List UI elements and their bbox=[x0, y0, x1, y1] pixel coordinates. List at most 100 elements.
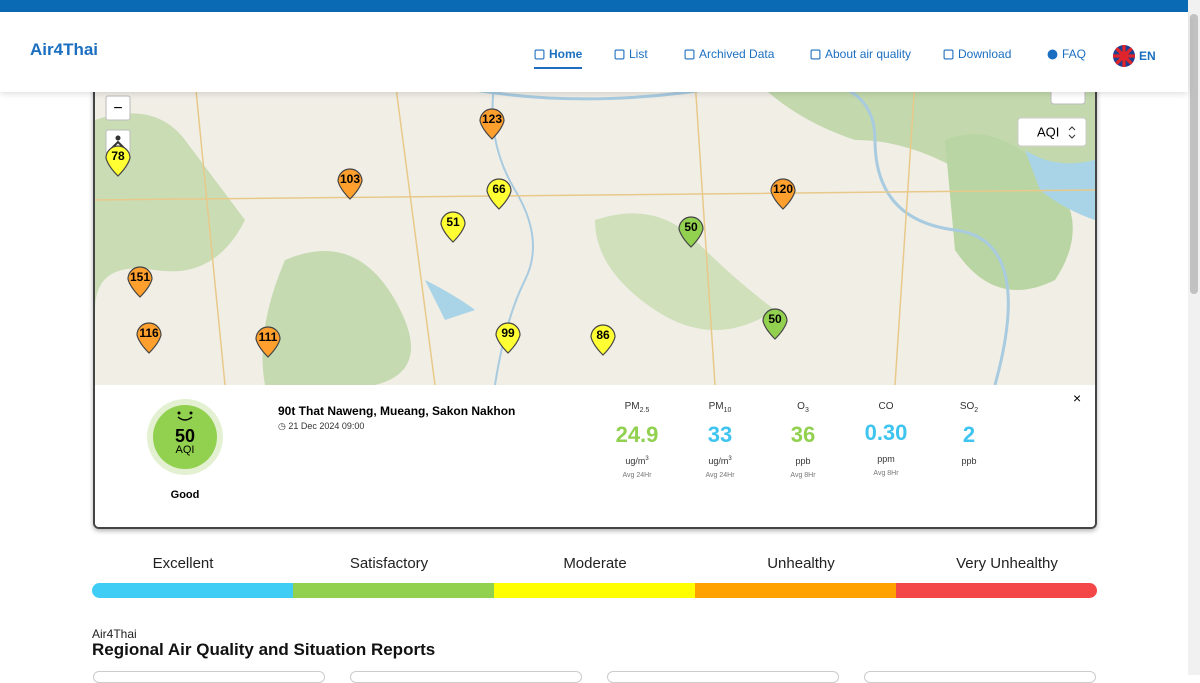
marker-label: 86 bbox=[596, 328, 610, 342]
nav-label: List bbox=[629, 47, 648, 61]
icon-shape bbox=[534, 49, 545, 59]
legend-label: Excellent bbox=[152, 555, 214, 572]
pollutant-name: PM2.5 bbox=[597, 401, 677, 414]
aqi-label: AQI bbox=[175, 444, 195, 456]
marker-pin bbox=[136, 322, 162, 354]
marker-pin bbox=[486, 178, 512, 210]
marker-pin bbox=[762, 308, 788, 340]
legend-bar bbox=[896, 583, 1097, 598]
name-sub: 10 bbox=[723, 407, 732, 414]
icon-shape bbox=[684, 49, 695, 59]
report-card[interactable] bbox=[607, 671, 839, 683]
pollutant-avg: Avg 8Hr bbox=[873, 470, 899, 477]
map[interactable]: − AQI 78 103 123 66 51 120 50 151 116 111 99 86 50 bbox=[95, 80, 1095, 385]
icon-shape bbox=[943, 49, 954, 59]
marker-label: 50 bbox=[684, 220, 698, 234]
pollutant: O3 36 ppb Avg 8Hr bbox=[763, 401, 843, 479]
zoom-out[interactable]: − bbox=[113, 100, 122, 117]
header: Air4Thai Home List Archived Data About air … bbox=[0, 12, 1188, 92]
top-bar bbox=[0, 0, 1188, 12]
marker-pin bbox=[495, 322, 521, 354]
nav-label: Download bbox=[958, 47, 1012, 61]
marker-pin bbox=[255, 326, 281, 358]
station-datetime: ◷ 21 Dec 2024 09:00 bbox=[278, 421, 365, 431]
nav-icon bbox=[534, 49, 545, 59]
name-text: SO bbox=[959, 401, 975, 412]
marker-label: 111 bbox=[259, 330, 278, 344]
aqi-marker[interactable]: 78 bbox=[105, 145, 131, 177]
close-button[interactable]: × bbox=[1073, 390, 1082, 406]
marker-pin bbox=[440, 211, 466, 243]
layer-select[interactable]: AQI bbox=[1037, 124, 1059, 139]
nav-label: Archived Data bbox=[699, 47, 775, 61]
name-text: CO bbox=[878, 401, 894, 412]
scrollbar[interactable] bbox=[1188, 0, 1200, 675]
pollutant-unit: ug/m3 bbox=[680, 456, 760, 466]
nav-item[interactable]: Download bbox=[943, 47, 1011, 61]
nav-item[interactable]: List bbox=[614, 47, 648, 61]
pollutant-unit: ppb bbox=[929, 456, 1009, 466]
legend-label: Satisfactory bbox=[349, 555, 429, 572]
pollutant: PM10 33 ug/m3 Avg 24Hr bbox=[680, 401, 760, 479]
marker-label: 51 bbox=[446, 215, 460, 229]
legend-label: Unhealthy bbox=[767, 555, 835, 572]
icon-shape bbox=[1047, 49, 1058, 59]
marker-pin bbox=[337, 168, 363, 200]
unit-text: ug/m bbox=[708, 456, 729, 466]
marker-label: 78 bbox=[111, 149, 125, 163]
aqi-marker[interactable]: 99 bbox=[495, 322, 521, 354]
pollutant-unit: ppm bbox=[846, 454, 926, 464]
aqi-marker[interactable]: 86 bbox=[590, 324, 616, 356]
marker-label: 99 bbox=[501, 326, 515, 340]
language[interactable]: EN bbox=[1113, 45, 1156, 67]
nav-icon bbox=[614, 49, 625, 59]
aqi-marker[interactable]: 111 bbox=[255, 326, 281, 358]
nav-item[interactable]: Home bbox=[534, 47, 583, 69]
aqi-marker[interactable]: 51 bbox=[440, 211, 466, 243]
name-sub: 2 bbox=[974, 407, 979, 414]
legend-bar bbox=[293, 583, 494, 598]
aqi-marker[interactable]: 50 bbox=[762, 308, 788, 340]
station-panel: 50 AQI Good 90t That Naweng, Mueang, Sak… bbox=[95, 385, 1095, 527]
name-text: PM bbox=[624, 401, 640, 412]
pollutant-value: 0.30 bbox=[864, 420, 908, 445]
aqi-marker[interactable]: 123 bbox=[479, 108, 505, 140]
aqi-marker[interactable]: 50 bbox=[678, 216, 704, 248]
flag bbox=[1113, 45, 1135, 67]
aqi-marker[interactable]: 120 bbox=[770, 178, 796, 210]
marker-pin bbox=[770, 178, 796, 210]
aqi-marker[interactable]: 103 bbox=[337, 168, 363, 200]
aqi-status: Good bbox=[170, 489, 200, 501]
aqi-marker[interactable]: 151 bbox=[127, 266, 153, 298]
nav-item[interactable]: FAQ bbox=[1047, 47, 1086, 61]
nav-icon bbox=[943, 49, 954, 59]
report-card[interactable] bbox=[864, 671, 1096, 683]
unit-text: ppb bbox=[795, 456, 811, 466]
pollutant-avg: Avg 24Hr bbox=[705, 472, 735, 479]
aqi-marker[interactable]: 116 bbox=[136, 322, 162, 354]
pollutant-value: 24.9 bbox=[615, 422, 659, 447]
nav-item[interactable]: Archived Data bbox=[684, 47, 774, 61]
report-card[interactable] bbox=[350, 671, 582, 683]
legend-bar bbox=[695, 583, 896, 598]
nav-label: FAQ bbox=[1062, 47, 1087, 61]
aqi-marker[interactable]: 66 bbox=[486, 178, 512, 210]
station-name: 90t That Naweng, Mueang, Sakon Nakhon bbox=[278, 404, 516, 418]
nav-icon bbox=[1047, 49, 1058, 59]
nav-item[interactable]: About air quality bbox=[810, 47, 911, 61]
report-card[interactable] bbox=[93, 671, 325, 683]
pollutant-value: 2 bbox=[962, 422, 976, 447]
marker-pin bbox=[105, 145, 131, 177]
legend-bar bbox=[92, 583, 293, 598]
nav-icon bbox=[684, 49, 695, 59]
name-sub: 3 bbox=[804, 407, 809, 414]
nav-label: Home bbox=[549, 47, 583, 61]
marker-label: 151 bbox=[130, 270, 150, 284]
unit-sup: 3 bbox=[645, 456, 649, 462]
flag-cross bbox=[1113, 45, 1135, 67]
marker-pin bbox=[678, 216, 704, 248]
logo[interactable]: Air4Thai bbox=[30, 40, 99, 59]
pollutant-unit: ppb bbox=[763, 456, 843, 466]
aqi-value: 50 bbox=[174, 426, 196, 446]
pollutant-value: 36 bbox=[790, 422, 816, 447]
